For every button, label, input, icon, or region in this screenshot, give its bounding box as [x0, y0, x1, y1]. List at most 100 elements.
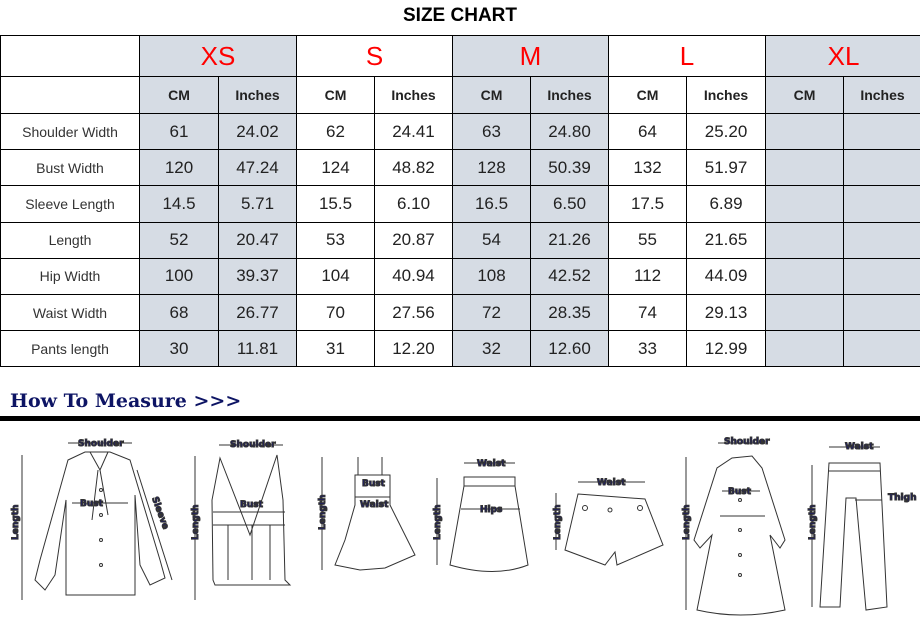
measurement-cell: 21.65	[686, 221, 767, 259]
measurement-cell: 52	[139, 221, 219, 259]
table-row: Sleeve Length 14.5 5.71 15.5 6.10 16.5 6.50 17.…	[0, 185, 920, 223]
label-shoulder: Shoulder	[78, 439, 124, 449]
label-length: Length	[11, 505, 21, 540]
size-header-s: S	[296, 35, 453, 77]
table-row: Hip Width 100 39.37 104 40.94 108 42.52 112 44.0…	[0, 257, 920, 295]
coat-illustration: Shoulder Bust Length	[682, 437, 786, 616]
measurement-cell: 39.37	[218, 257, 297, 295]
measurement-cell	[765, 185, 845, 223]
measurement-cell: 5.71	[218, 185, 297, 223]
label-length: Length	[433, 505, 443, 540]
measurement-cell: 11.81	[218, 330, 297, 368]
unit-inches: Inches	[686, 76, 767, 114]
measurement-cell: 32	[452, 330, 531, 368]
measurement-cell: 72	[452, 293, 531, 332]
measurement-cell: 15.5	[296, 185, 375, 223]
label-waist: Waist	[845, 442, 874, 452]
measurement-cell: 108	[452, 257, 531, 295]
unit-cm: CM	[452, 76, 531, 114]
unit-header-row: CM Inches CM Inches CM Inches CM Inches CM Inches	[0, 76, 920, 114]
unit-cm: CM	[765, 76, 845, 114]
size-header-row: XS S M L XL	[0, 35, 920, 77]
shorts-illustration: Waist Length	[553, 478, 664, 566]
measurement-cell: 132	[608, 149, 688, 187]
size-header-m: M	[451, 35, 610, 77]
measurement-cell: 30	[139, 330, 219, 368]
unit-cm: CM	[139, 76, 219, 114]
measurement-cell: 12.60	[529, 330, 610, 368]
unit-cm: CM	[608, 76, 688, 114]
unit-inches: Inches	[529, 76, 610, 114]
measurement-cell: 12.20	[374, 330, 453, 368]
label-length: Length	[191, 505, 201, 540]
measurement-cell: 48.82	[374, 149, 453, 187]
measurement-cell: 64	[608, 112, 688, 151]
measurement-cell: 40.94	[374, 257, 453, 295]
measurement-cell	[843, 221, 920, 259]
measurement-cell	[843, 149, 920, 187]
measurement-cell: 54	[452, 221, 531, 259]
label-waist: Waist	[597, 478, 626, 488]
measurement-cell	[765, 221, 845, 259]
table-row: Length 52 20.47 53 20.87 54 21.26 55 21.65	[0, 221, 920, 259]
measurement-cell: 28.35	[529, 293, 610, 332]
corner-cell	[0, 76, 140, 114]
measurement-cell: 31	[296, 330, 375, 368]
row-label: Waist Width	[0, 293, 140, 332]
measurement-cell: 104	[296, 257, 375, 295]
table-row: Shoulder Width 61 24.02 62 24.41 63 24.80 64 25.…	[0, 112, 920, 151]
measurement-cell: 128	[452, 149, 531, 187]
measurement-cell: 61	[139, 112, 219, 151]
row-label: Shoulder Width	[0, 112, 140, 151]
label-length: Length	[808, 505, 818, 540]
label-length: Length	[553, 505, 563, 540]
measurement-cell: 33	[608, 330, 688, 368]
measurement-cell	[765, 112, 845, 151]
row-label: Bust Width	[0, 149, 140, 187]
measurement-cell	[843, 293, 920, 332]
label-thigh: Thigh	[888, 493, 916, 503]
measurement-cell: 24.41	[374, 112, 453, 151]
unit-cm: CM	[296, 76, 375, 114]
measurement-cell: 20.47	[218, 221, 297, 259]
unit-inches: Inches	[218, 76, 297, 114]
measurement-cell: 14.5	[139, 185, 219, 223]
measurement-cell: 44.09	[686, 257, 767, 295]
measurement-cell: 70	[296, 293, 375, 332]
measurement-cell: 25.20	[686, 112, 767, 151]
tank-top-illustration: Shoulder Bust Length	[191, 440, 292, 600]
measurement-cell	[843, 330, 920, 368]
measurement-cell: 17.5	[608, 185, 688, 223]
measurement-cell: 27.56	[374, 293, 453, 332]
blouse-illustration: Shoulder Bust Length Sleeve	[11, 439, 173, 600]
measurement-cell	[843, 257, 920, 295]
label-waist: Waist	[477, 459, 506, 469]
measurement-cell: 62	[296, 112, 375, 151]
label-hips: Hips	[480, 505, 502, 515]
size-header-xl: XL	[765, 35, 920, 77]
how-to-measure-illustrations: Shoulder Bust Length Sleeve Shoulder Bus…	[11, 437, 917, 616]
measurement-cell: 24.80	[529, 112, 610, 151]
measurement-cell: 26.77	[218, 293, 297, 332]
size-header-xs: XS	[139, 35, 297, 77]
measurement-cell: 24.02	[218, 112, 297, 151]
label-bust: Bust	[80, 499, 104, 509]
table-row: Waist Width 68 26.77 70 27.56 72 28.35 74 29.13	[0, 293, 920, 332]
pants-illustration: Waist Thigh Length	[808, 442, 917, 611]
size-chart-title: SIZE CHART	[403, 5, 517, 26]
measurement-cell: 63	[452, 112, 531, 151]
label-bust: Bust	[728, 487, 752, 497]
measurement-cell: 6.10	[374, 185, 453, 223]
measurement-cell	[765, 330, 845, 368]
measurement-cell	[765, 257, 845, 295]
measurement-cell: 53	[296, 221, 375, 259]
measurement-cell: 47.24	[218, 149, 297, 187]
row-label: Length	[0, 221, 140, 259]
size-header-l: L	[608, 35, 767, 77]
measurement-cell: 100	[139, 257, 219, 295]
table-row: Bust Width 120 47.24 124 48.82 128 50.39 132 51.…	[0, 149, 920, 187]
skirt-illustration: Waist Hips Length	[433, 459, 529, 572]
row-label: Pants length	[0, 330, 140, 368]
measurement-cell: 124	[296, 149, 375, 187]
measurement-cell: 12.99	[686, 330, 767, 368]
